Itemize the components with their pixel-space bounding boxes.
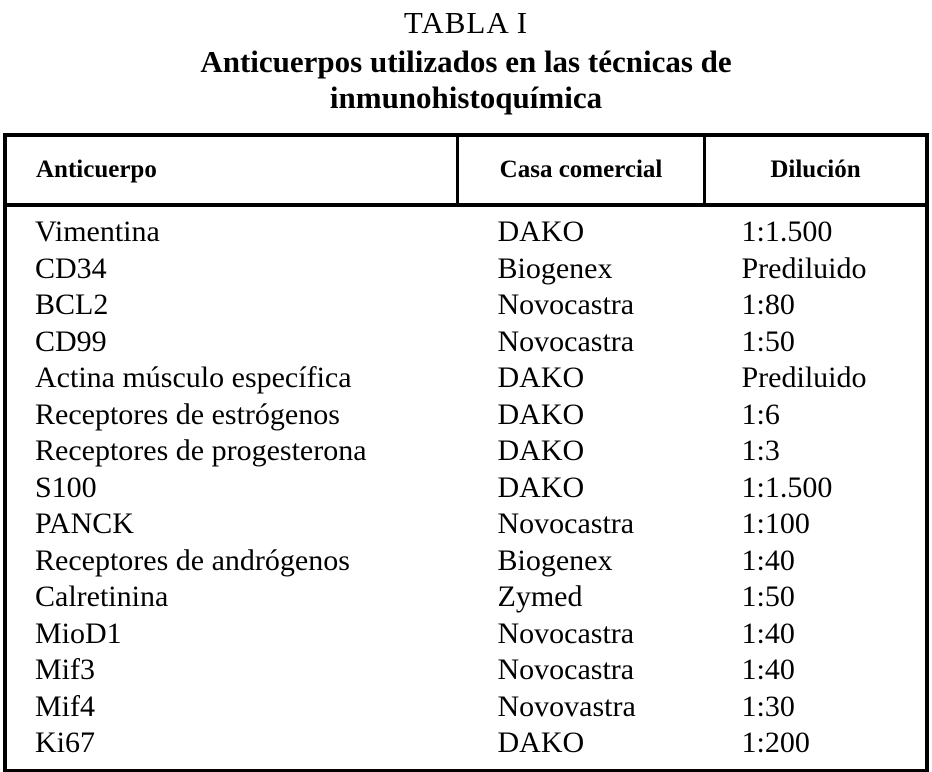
cell-dilucion: 1:50: [741, 580, 795, 613]
cell-anticuerpo: BCL2: [35, 288, 109, 321]
cell-dilucion: Prediluido: [741, 251, 867, 285]
table-row: Ki67 DAKO 1:200: [5, 725, 927, 771]
cell-anticuerpo: Receptores de progesterona: [35, 434, 367, 467]
cell-anticuerpo: S100: [35, 470, 97, 504]
antibody-table-header: Anticuerpo Casa comercial Dilución: [5, 135, 927, 207]
table-caption: Anticuerpos utilizados en las técnicas d…: [0, 44, 932, 116]
cell-dilucion: 1:200: [741, 726, 810, 759]
cell-dilucion: 1:100: [741, 507, 810, 540]
antibody-table: Anticuerpo Casa comercial Dilución Vimen…: [3, 133, 929, 772]
cell-dilucion: 1:40: [741, 543, 795, 577]
cell-dilucion: Prediluido: [741, 361, 867, 394]
cell-dilucion: 1:3: [741, 434, 780, 467]
table-caption-line-1: Anticuerpos utilizados en las técnicas d…: [200, 44, 732, 79]
table-row: Receptores de estrógenos DAKO 1:6: [5, 397, 927, 434]
cell-anticuerpo: PANCK: [35, 507, 134, 540]
cell-casa-comercial: Biogenex: [497, 543, 613, 577]
antibody-table-body: Vimentina DAKO 1:1.500 CD34 Biogenex Pre…: [5, 205, 927, 771]
cell-casa-comercial: DAKO: [497, 726, 585, 759]
cell-casa-comercial: Novocastra: [497, 616, 635, 650]
cell-casa-comercial: DAKO: [497, 434, 585, 467]
cell-casa-comercial: DAKO: [497, 470, 585, 504]
cell-anticuerpo: Receptores de andrógenos: [35, 543, 350, 577]
table-row: CD34 Biogenex Prediluido: [5, 251, 927, 288]
cell-casa-comercial: Novovastra: [497, 689, 636, 723]
cell-casa-comercial: Novocastra: [497, 288, 635, 321]
cell-casa-comercial: Novocastra: [497, 653, 635, 686]
table-row: Calretinina Zymed 1:50: [5, 579, 927, 616]
header-anticuerpo: Anticuerpo: [5, 135, 458, 207]
table-row: MioD1 Novocastra 1:40: [5, 616, 927, 653]
cell-casa-comercial: Novocastra: [497, 507, 635, 540]
cell-anticuerpo: Receptores de estrógenos: [35, 397, 340, 431]
table-title-block: TABLA I Anticuerpos utilizados en las té…: [0, 5, 932, 116]
header-dilucion: Dilución: [704, 135, 927, 207]
header-casa-comercial: Casa comercial: [456, 135, 706, 207]
cell-dilucion: 1:50: [741, 324, 795, 358]
cell-dilucion: 1:30: [741, 689, 795, 723]
table-caption-line-2: inmunohistoquímica: [329, 80, 603, 115]
table-number-label: TABLA I: [403, 5, 529, 40]
cell-casa-comercial: DAKO: [497, 215, 585, 248]
cell-dilucion: 1:6: [741, 397, 780, 431]
table-row: BCL2 Novocastra 1:80: [5, 287, 927, 324]
cell-dilucion: 1:1.500: [741, 215, 833, 248]
cell-casa-comercial: DAKO: [497, 397, 585, 431]
table-row: Receptores de andrógenos Biogenex 1:40: [5, 543, 927, 580]
cell-anticuerpo: Vimentina: [35, 215, 160, 248]
cell-casa-comercial: Biogenex: [497, 251, 613, 285]
cell-anticuerpo: Mif4: [35, 689, 95, 723]
table-row: PANCK Novocastra 1:100: [5, 506, 927, 543]
cell-dilucion: 1:40: [741, 653, 795, 686]
cell-anticuerpo: CD34: [35, 251, 107, 285]
cell-anticuerpo: MioD1: [35, 616, 122, 650]
table-row: Mif4 Novovastra 1:30: [5, 689, 927, 726]
cell-anticuerpo: CD99: [35, 324, 107, 358]
table-row: Actina músculo específica DAKO Prediluid…: [5, 360, 927, 397]
cell-casa-comercial: DAKO: [497, 361, 585, 394]
header-row: Anticuerpo Casa comercial Dilución: [5, 135, 927, 207]
table-row: Vimentina DAKO 1:1.500: [5, 205, 927, 251]
cell-dilucion: 1:80: [741, 288, 795, 321]
table-row: S100 DAKO 1:1.500: [5, 470, 927, 507]
cell-anticuerpo: Ki67: [35, 726, 95, 759]
cell-dilucion: 1:1.500: [741, 470, 833, 504]
table-row: Receptores de progesterona DAKO 1:3: [5, 433, 927, 470]
cell-anticuerpo: Mif3: [35, 653, 95, 686]
cell-anticuerpo: Actina músculo específica: [35, 361, 352, 394]
table-row: Mif3 Novocastra 1:40: [5, 652, 927, 689]
cell-anticuerpo: Calretinina: [35, 580, 169, 613]
cell-dilucion: 1:40: [741, 616, 795, 650]
cell-casa-comercial: Zymed: [497, 580, 583, 613]
cell-casa-comercial: Novocastra: [497, 324, 635, 358]
table-row: CD99 Novocastra 1:50: [5, 324, 927, 361]
